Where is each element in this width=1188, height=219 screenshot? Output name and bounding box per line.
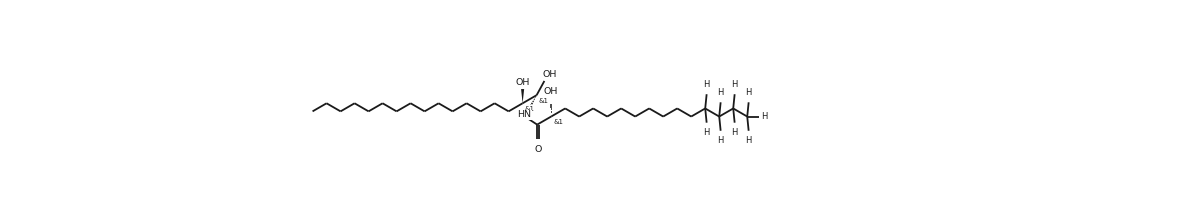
Text: &1: &1 [525,106,535,112]
Text: H: H [732,128,738,137]
Text: OH: OH [516,78,530,87]
Text: H: H [732,80,738,89]
Text: &1: &1 [539,97,549,104]
Text: H: H [745,136,752,145]
Text: H: H [703,128,709,137]
Text: OH: OH [543,70,557,79]
Text: H: H [745,88,752,97]
Text: H: H [718,136,723,145]
Text: H: H [703,80,709,89]
Text: &1: &1 [554,119,563,125]
Polygon shape [522,89,524,103]
Text: O: O [535,145,542,154]
Text: HN: HN [517,110,531,119]
Text: H: H [718,88,723,97]
Text: H: H [762,112,767,121]
Text: OH: OH [543,87,557,96]
